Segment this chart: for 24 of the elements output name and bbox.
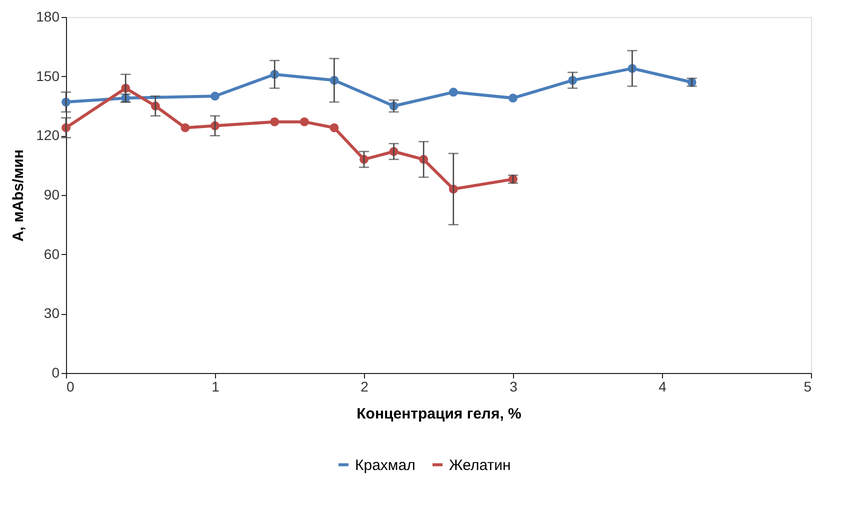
x-axis-title: Концентрация геля, % — [356, 406, 522, 422]
x-tick-label: 3 — [510, 378, 518, 394]
legend-label: Крахмал — [355, 456, 416, 474]
legend-label: Желатин — [449, 456, 511, 474]
x-tick-label: 2 — [360, 378, 369, 394]
x-tick-label: 5 — [804, 378, 812, 394]
y-tick-label: 60 — [44, 246, 60, 262]
y-tick-label: 120 — [36, 127, 60, 144]
point — [448, 88, 458, 97]
x-tick-label: 1 — [212, 378, 220, 394]
point — [210, 92, 220, 101]
point — [270, 117, 280, 126]
x-tick-label: 0 — [66, 378, 74, 394]
y-tick-label: 150 — [36, 68, 60, 84]
y-tick-label: 0 — [52, 364, 60, 380]
x-tick-label: 4 — [658, 378, 667, 394]
point — [330, 123, 339, 132]
point — [300, 117, 309, 126]
point — [508, 94, 518, 103]
point — [180, 123, 190, 132]
y-axis-title: A, мAbs/мин — [10, 149, 28, 242]
y-tick-label: 30 — [44, 305, 60, 322]
y-tick-label: 180 — [36, 8, 60, 24]
y-tick-label: 90 — [44, 186, 60, 202]
